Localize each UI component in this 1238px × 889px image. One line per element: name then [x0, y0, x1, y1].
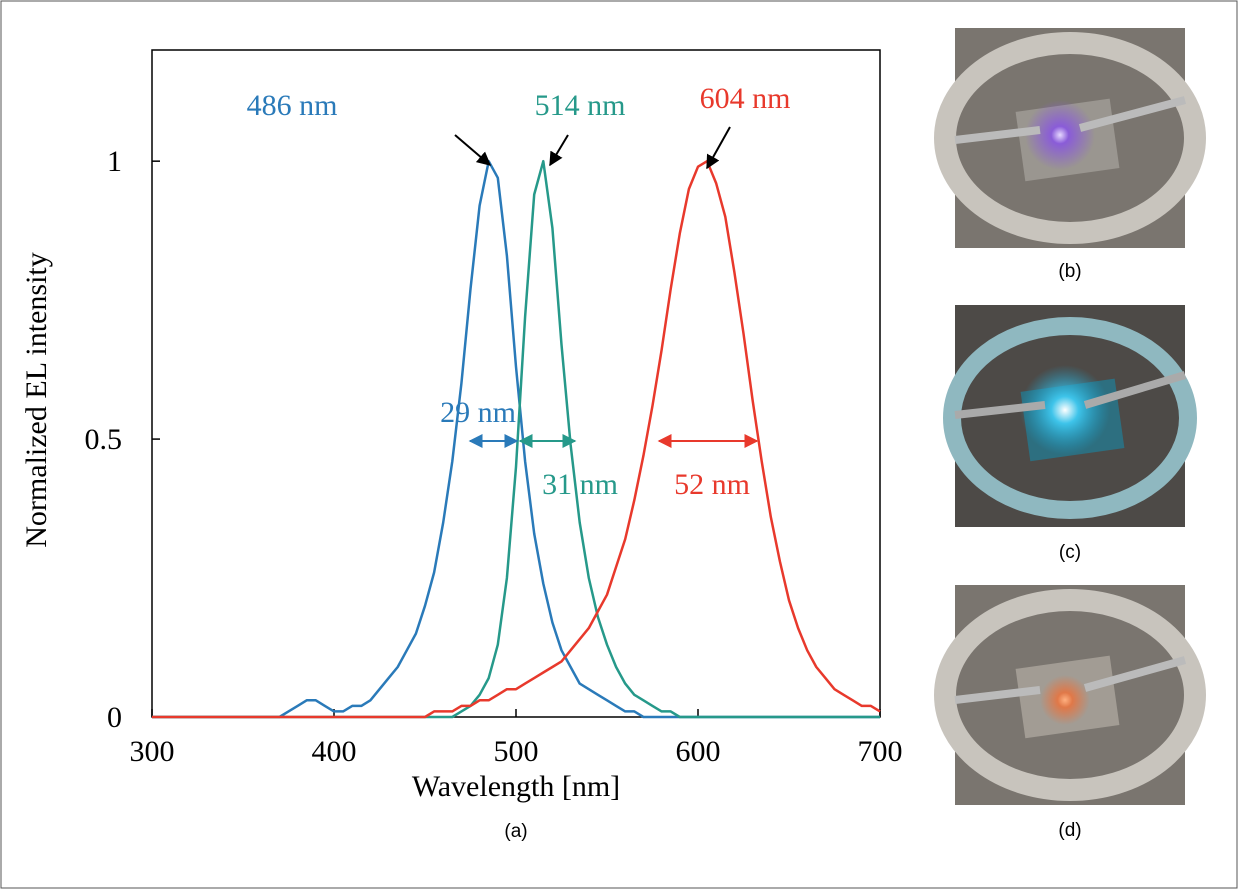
- dish: [943, 317, 1197, 519]
- annotation: 29 nm: [440, 396, 516, 429]
- dish: [934, 32, 1206, 244]
- probe: [954, 401, 1046, 419]
- x-tick-label: 500: [494, 735, 539, 768]
- annotation: 31 nm: [542, 468, 618, 501]
- probe: [1078, 96, 1187, 132]
- annotation: 514 nm: [535, 89, 626, 122]
- annotation: 486 nm: [247, 89, 338, 122]
- annotation-arrow: [549, 134, 569, 167]
- photo-c: [943, 305, 1197, 527]
- spectrum-line: [152, 159, 880, 719]
- probe: [1083, 371, 1187, 409]
- y-tick-label: 1: [107, 145, 122, 178]
- spectrum-line: [152, 159, 881, 719]
- x-axis-label: Wavelength [nm]: [412, 770, 620, 803]
- y-tick-label: 0.5: [85, 423, 123, 456]
- probe: [954, 126, 1041, 144]
- annotation: 604 nm: [700, 82, 791, 115]
- y-axis-label: Normalized EL intensity: [20, 252, 53, 547]
- glow: [1020, 365, 1110, 455]
- annotation-arrow: [454, 134, 492, 166]
- x-tick-label: 300: [130, 735, 175, 768]
- spectrum-line: [152, 159, 880, 719]
- dish: [934, 589, 1206, 801]
- probe: [954, 686, 1041, 704]
- plot-frame: [151, 49, 881, 718]
- photo-b: [934, 28, 1206, 248]
- glow: [1025, 100, 1095, 170]
- photo-d: [934, 585, 1206, 805]
- y-tick-label: 0: [107, 701, 122, 734]
- x-tick-label: 400: [312, 735, 357, 768]
- glow: [1040, 675, 1090, 725]
- photo-caption: (d): [1058, 820, 1081, 841]
- probe: [1083, 656, 1187, 692]
- photo-caption: (c): [1059, 542, 1081, 563]
- x-tick-label: 700: [858, 735, 903, 768]
- annotation-arrow: [706, 126, 731, 170]
- photo-caption: (b): [1058, 261, 1081, 282]
- x-tick-label: 600: [676, 735, 721, 768]
- caption: (a): [504, 821, 527, 842]
- annotation: 52 nm: [674, 468, 750, 501]
